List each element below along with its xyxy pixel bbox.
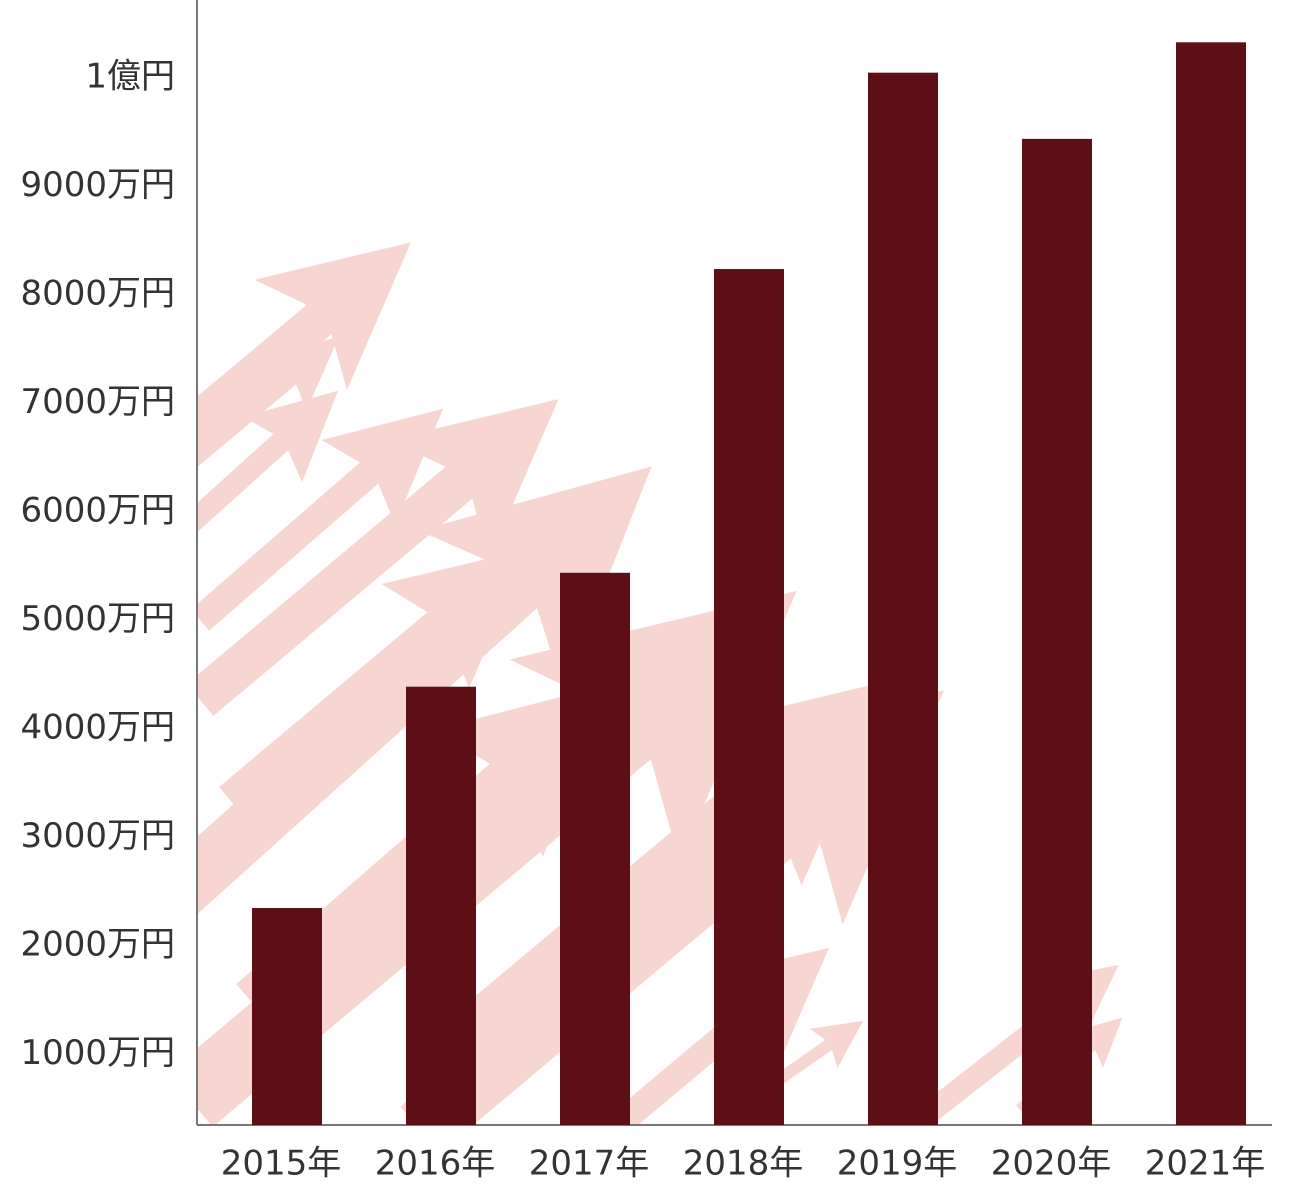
y-tick-label: 4000万円 bbox=[20, 708, 175, 748]
y-tick-label: 7000万円 bbox=[20, 382, 175, 422]
bar bbox=[714, 269, 784, 1126]
bar bbox=[1022, 138, 1092, 1125]
bar bbox=[560, 572, 630, 1125]
bar bbox=[252, 908, 322, 1125]
x-tick-label: 2021年 bbox=[1145, 1144, 1266, 1184]
bar bbox=[406, 686, 476, 1125]
y-tick-label: 2000万円 bbox=[20, 924, 175, 964]
bar bbox=[868, 72, 938, 1125]
x-tick-label: 2019年 bbox=[837, 1144, 958, 1184]
y-tick-label: 1億円 bbox=[85, 57, 175, 97]
y-tick-label: 8000万円 bbox=[20, 274, 175, 314]
x-tick-label: 2018年 bbox=[683, 1144, 804, 1184]
x-tick-label: 2017年 bbox=[529, 1144, 650, 1184]
y-tick-label: 1000万円 bbox=[20, 1033, 175, 1073]
bar bbox=[1176, 42, 1246, 1125]
y-tick-label: 3000万円 bbox=[20, 816, 175, 856]
y-tick-label: 6000万円 bbox=[20, 491, 175, 531]
y-tick-label: 5000万円 bbox=[20, 599, 175, 639]
x-tick-label: 2020年 bbox=[991, 1144, 1112, 1184]
x-tick-label: 2016年 bbox=[375, 1144, 496, 1184]
x-tick-label: 2015年 bbox=[221, 1144, 342, 1184]
y-tick-label: 9000万円 bbox=[20, 165, 175, 205]
